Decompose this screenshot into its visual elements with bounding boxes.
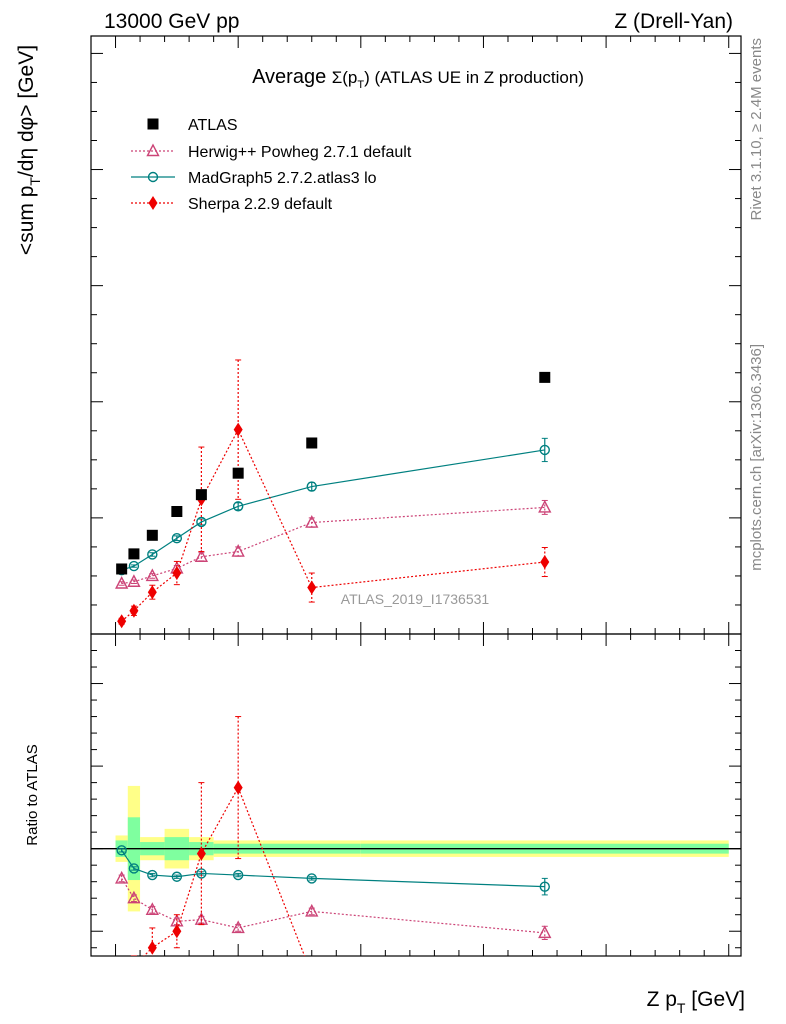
legend-marker: [148, 119, 159, 130]
data-point: [128, 548, 139, 559]
chart-canvas: 13000 GeV pp Z (Drell-Yan) Rivet 3.1.10,…: [0, 0, 786, 1024]
data-point: [307, 581, 316, 595]
data-point: [306, 437, 317, 448]
rivet-label: Rivet 3.1.10, ≥ 2.4M events: [748, 38, 765, 221]
legend: ATLAS Herwig++ Powheg 2.7.1 default MadGra…: [131, 117, 412, 213]
ratio-y-label: Ratio to ATLAS: [24, 744, 41, 845]
series-line: [122, 450, 545, 570]
ratio-panel: Ratio to ATLAS Z pT [GeV]: [24, 634, 745, 1016]
series-line: [122, 507, 545, 583]
ratio-series-triangle: [116, 872, 550, 939]
x-label-part: Z p: [647, 988, 677, 1011]
legend-label: MadGraph5 2.7.2.atlas3 lo: [188, 170, 377, 187]
y-label-part: <sum p: [15, 186, 38, 255]
mcplots-label: mcplots.cern.ch [arXiv:1306.3436]: [748, 344, 765, 571]
data-point: [147, 530, 158, 541]
data-point: [196, 489, 207, 500]
legend-label: Herwig++ Powheg 2.7.1 default: [188, 144, 412, 161]
data-point: [233, 468, 244, 479]
main-panel: Average Σ(pT) (ATLAS UE in Z production)…: [15, 36, 741, 634]
chart-title: Average Σ(pT) (ATLAS UE in Z production): [252, 66, 584, 91]
series-square: [116, 372, 550, 575]
y-axis-label: <sum pT/dη dφ> [GeV]: [15, 45, 43, 255]
data-point: [539, 372, 550, 383]
data-point: [171, 506, 182, 517]
x-axis-label: Z pT [GeV]: [647, 988, 745, 1016]
y-label-part: /dη dφ> [GeV]: [15, 45, 38, 177]
watermark: ATLAS_2019_I1736531: [341, 591, 490, 607]
data-point: [116, 563, 127, 574]
data-point: [117, 614, 126, 628]
header-left: 13000 GeV pp: [104, 10, 239, 33]
data-point: [148, 585, 157, 599]
data-point: [148, 941, 157, 955]
ratio-frame: [91, 634, 741, 956]
title-part: (ATLAS UE in Z production): [370, 68, 584, 87]
legend-marker: [149, 196, 158, 210]
legend-label: ATLAS: [188, 117, 238, 134]
x-label-part: [GeV]: [685, 988, 745, 1011]
series-diamond: [117, 360, 549, 628]
header-right: Z (Drell-Yan): [614, 10, 733, 33]
data-point: [540, 555, 549, 569]
legend-label: Sherpa 2.2.9 default: [188, 196, 333, 213]
title-part: Average: [252, 66, 332, 88]
legend-marker: [148, 145, 159, 156]
data-point: [129, 604, 138, 618]
title-part: Σ(p: [332, 68, 358, 87]
